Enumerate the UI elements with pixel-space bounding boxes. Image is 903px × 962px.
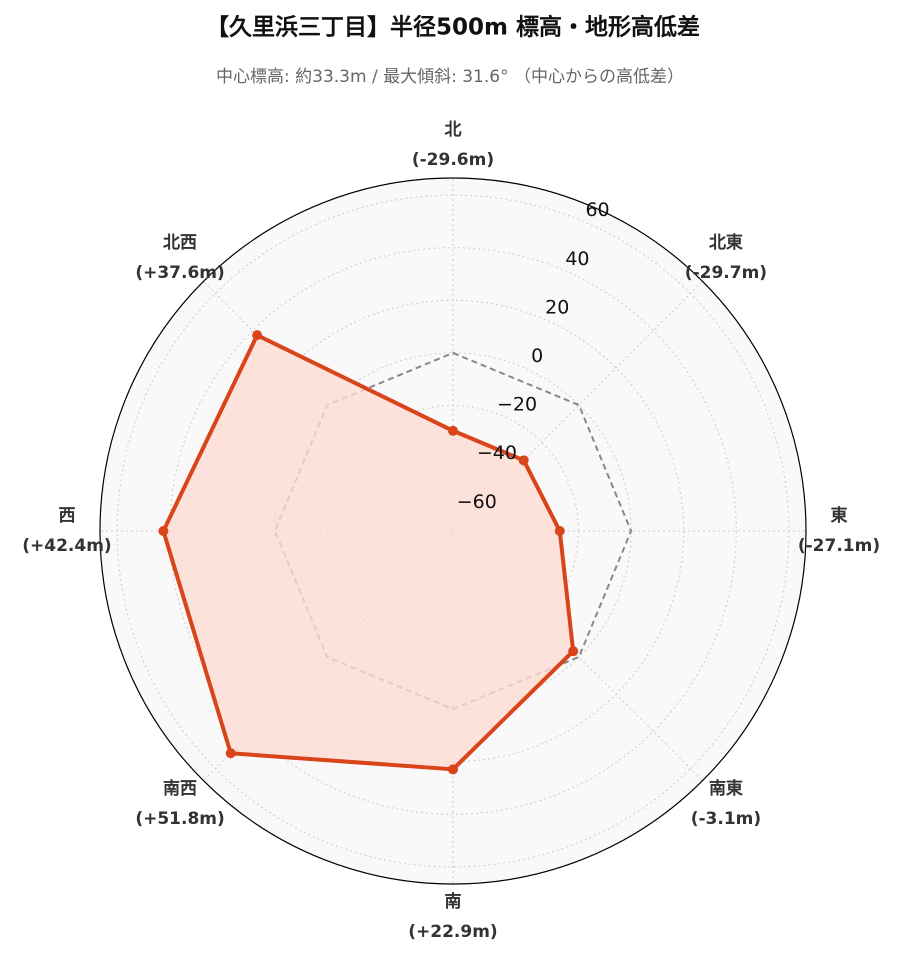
plot-area: −60 −40 −20 0 20 40 60 北 (-29.6m) 北東 (-29.7m) 東 (-27…	[22, 120, 880, 942]
value-label: (-3.1m)	[691, 809, 761, 829]
category-label: 南西	[163, 778, 197, 799]
value-label: (-29.6m)	[412, 150, 494, 170]
r-tick-label: 0	[531, 345, 543, 367]
data-point	[448, 764, 458, 775]
spoke	[452, 281, 703, 532]
chart-title: 【久里浜三丁目】半径500m 標高・地形高低差	[206, 14, 700, 41]
r-tick-label: −60	[457, 491, 497, 513]
data-point	[568, 646, 579, 657]
r-tick-label: 40	[565, 248, 589, 270]
value-label: (+51.8m)	[135, 809, 224, 829]
data-point	[448, 425, 458, 436]
data-point	[554, 526, 565, 536]
polar-frame	[99, 177, 807, 885]
category-label: 西	[59, 506, 76, 526]
value-label: (-29.7m)	[685, 263, 767, 283]
value-label: (+37.6m)	[135, 263, 224, 283]
data-point	[225, 748, 236, 759]
data-point	[158, 526, 169, 536]
category-label: 北西	[163, 233, 197, 253]
chart-subtitle: 中心標高: 約33.3m / 最大傾斜: 31.6° （中心からの高低差）	[216, 67, 684, 87]
category-label: 南東	[709, 778, 743, 799]
spoke	[452, 530, 703, 781]
category-label: 南	[445, 891, 462, 912]
grid-circle	[169, 247, 737, 815]
category-label: 北	[445, 120, 462, 140]
category-label: 北東	[709, 232, 743, 253]
category-label: 東	[831, 505, 848, 526]
r-tick-label: −20	[497, 394, 537, 416]
data-point	[518, 455, 529, 466]
value-label: (+42.4m)	[22, 536, 111, 556]
r-tick-label: 20	[545, 296, 569, 318]
data-point	[252, 330, 263, 341]
r-tick-label: 60	[585, 199, 609, 221]
r-tick-label: −40	[477, 442, 517, 464]
value-label: (+22.9m)	[408, 922, 497, 942]
value-label: (-27.1m)	[798, 536, 880, 556]
